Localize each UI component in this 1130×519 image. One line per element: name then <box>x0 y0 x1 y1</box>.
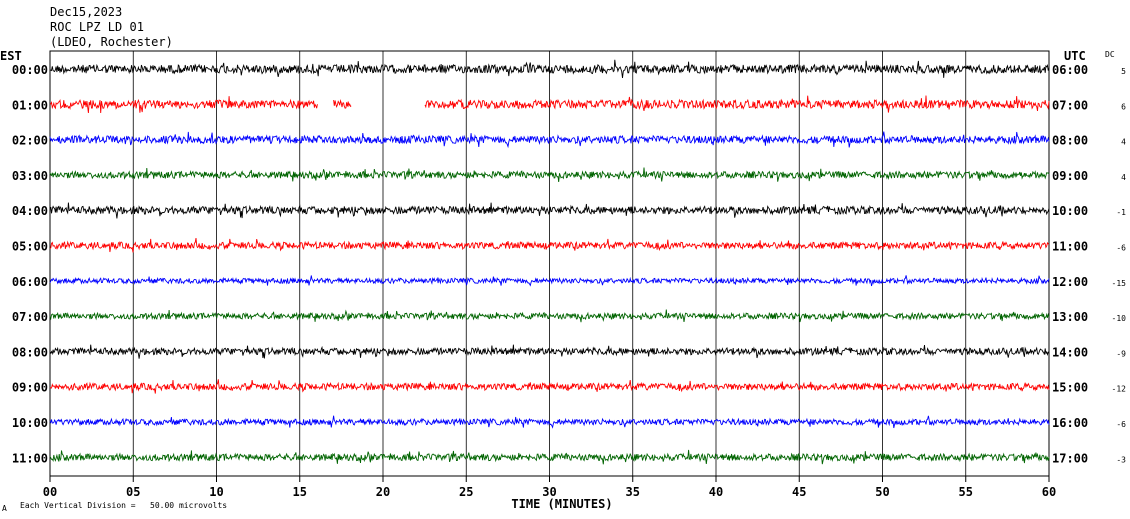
x-tick-label: 30 <box>542 485 556 499</box>
trace-0600 <box>49 275 1050 287</box>
left-axis-label: EST <box>0 49 22 63</box>
est-hour-label: 09:00 <box>12 381 48 395</box>
utc-hour-label: 06:00 <box>1052 63 1088 77</box>
x-tick-label: 50 <box>875 485 889 499</box>
trace-0500 <box>49 238 1050 253</box>
dc-column-label: DC <box>1105 50 1115 59</box>
x-tick-labels: 00 05 10 15 20 25 30 35 40 45 50 55 60 <box>43 476 1056 499</box>
vertical-gridlines <box>132 51 967 476</box>
x-tick-label: 00 <box>43 485 57 499</box>
header-network: (LDEO, Rochester) <box>50 35 173 49</box>
est-hour-labels: 00:00 01:00 02:00 03:00 04:00 05:00 06:00 07:00… <box>12 63 48 465</box>
dc-offset-labels: 5 6 4 4 -1 -6 -15 -10 -9 -12 -6 -3 <box>1112 67 1127 464</box>
x-tick-label: 10 <box>209 485 223 499</box>
est-hour-label: 05:00 <box>12 240 48 254</box>
est-hour-label: 02:00 <box>12 134 48 148</box>
utc-hour-label: 16:00 <box>1052 416 1088 430</box>
dc-offset-label: -15 <box>1112 279 1127 288</box>
header-date: Dec15,2023 <box>50 5 122 19</box>
scale-note: Each Vertical Division = 50.00 microvolt… <box>20 501 227 510</box>
trace-0400 <box>49 202 1050 219</box>
utc-hour-label: 15:00 <box>1052 381 1088 395</box>
utc-hour-labels: 06:00 07:00 08:00 09:00 10:00 11:00 12:00 13:00… <box>1052 63 1088 465</box>
dc-offset-label: -6 <box>1116 420 1126 429</box>
dc-offset-label: -12 <box>1112 385 1127 394</box>
dc-offset-label: 4 <box>1121 173 1126 182</box>
trace-0100 <box>49 95 1050 114</box>
dc-offset-label: -6 <box>1116 244 1126 253</box>
x-tick-label: 35 <box>626 485 640 499</box>
scale-note-icon: A <box>2 504 7 513</box>
utc-hour-label: 14:00 <box>1052 345 1088 359</box>
est-hour-label: 00:00 <box>12 63 48 77</box>
trace-0200 <box>49 131 1050 149</box>
est-hour-label: 10:00 <box>12 416 48 430</box>
header-station: ROC LPZ LD 01 <box>50 20 144 34</box>
utc-hour-label: 11:00 <box>1052 240 1088 254</box>
utc-hour-label: 13:00 <box>1052 310 1088 324</box>
dc-offset-label: 6 <box>1121 102 1126 111</box>
dc-offset-label: -1 <box>1116 208 1126 217</box>
utc-hour-label: 17:00 <box>1052 451 1088 465</box>
dc-offset-label: 4 <box>1121 138 1126 147</box>
est-hour-label: 11:00 <box>12 451 48 465</box>
x-tick-label: 45 <box>792 485 806 499</box>
est-hour-label: 06:00 <box>12 275 48 289</box>
dc-offset-label: -9 <box>1116 349 1126 358</box>
dc-offset-label: -3 <box>1116 455 1126 464</box>
est-hour-label: 04:00 <box>12 204 48 218</box>
utc-hour-label: 10:00 <box>1052 204 1088 218</box>
trace-0300 <box>49 167 1050 182</box>
utc-hour-label: 09:00 <box>1052 169 1088 183</box>
utc-hour-label: 07:00 <box>1052 98 1088 112</box>
trace-0700 <box>49 309 1050 323</box>
est-hour-label: 03:00 <box>12 169 48 183</box>
utc-hour-label: 12:00 <box>1052 275 1088 289</box>
trace-1000 <box>49 415 1050 429</box>
x-tick-label: 20 <box>376 485 390 499</box>
trace-0000 <box>49 59 1050 79</box>
est-hour-label: 01:00 <box>12 98 48 112</box>
trace-0900 <box>49 379 1050 394</box>
trace-group <box>49 59 1050 465</box>
x-axis-title: TIME (MINUTES) <box>511 497 612 511</box>
est-hour-label: 08:00 <box>12 345 48 359</box>
trace-0800 <box>49 344 1050 359</box>
est-hour-label: 07:00 <box>12 310 48 324</box>
x-tick-label: 40 <box>709 485 723 499</box>
x-tick-label: 25 <box>459 485 473 499</box>
x-tick-label: 05 <box>126 485 140 499</box>
trace-1100 <box>49 449 1050 465</box>
x-tick-label: 60 <box>1042 485 1056 499</box>
dc-offset-label: 5 <box>1121 67 1126 76</box>
right-axis-label: UTC <box>1064 49 1086 63</box>
x-tick-label: 15 <box>293 485 307 499</box>
dc-offset-label: -10 <box>1112 314 1127 323</box>
x-tick-label: 55 <box>959 485 973 499</box>
utc-hour-label: 08:00 <box>1052 134 1088 148</box>
